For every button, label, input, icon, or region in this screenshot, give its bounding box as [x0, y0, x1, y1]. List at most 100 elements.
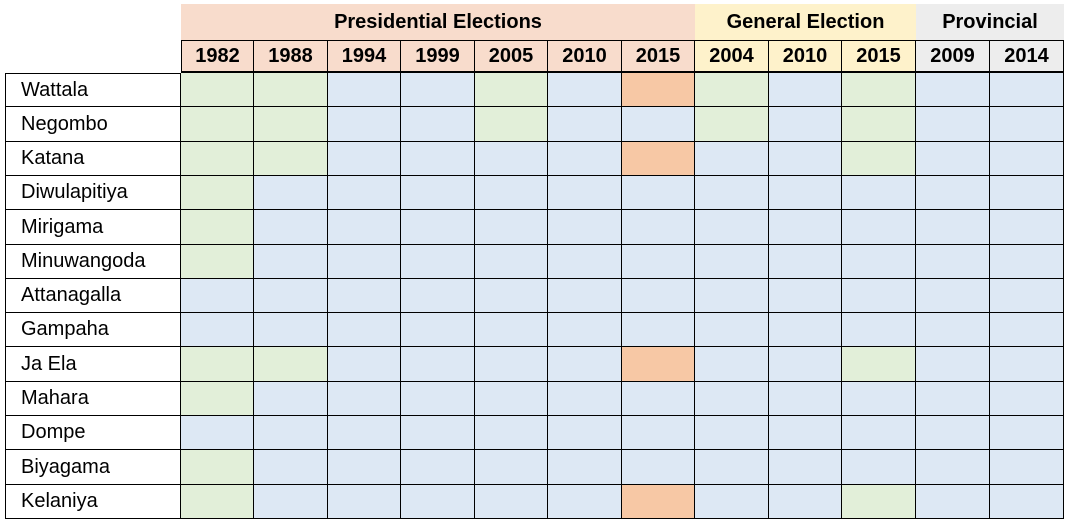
result-cell	[401, 176, 475, 210]
result-cell	[695, 245, 769, 279]
result-cell	[622, 245, 695, 279]
result-cell	[328, 210, 401, 245]
result-cell	[990, 416, 1064, 450]
result-cell	[401, 210, 475, 245]
row-label: Diwulapitiya	[5, 176, 181, 210]
row-label: Kelaniya	[5, 485, 181, 519]
result-cell	[548, 176, 622, 210]
row-label: Minuwangoda	[5, 245, 181, 279]
result-cell	[916, 279, 990, 313]
result-cell	[769, 107, 842, 142]
result-cell	[842, 416, 916, 450]
result-cell	[475, 416, 548, 450]
result-cell	[328, 142, 401, 176]
result-cell	[475, 347, 548, 382]
result-cell	[254, 176, 328, 210]
result-cell	[548, 279, 622, 313]
row-label: Mirigama	[5, 210, 181, 245]
result-cell	[842, 107, 916, 142]
result-cell	[254, 73, 328, 107]
result-cell	[401, 450, 475, 485]
result-cell	[401, 313, 475, 347]
result-cell	[548, 485, 622, 519]
result-cell	[548, 107, 622, 142]
year-header: 2015	[842, 40, 916, 73]
result-cell	[695, 347, 769, 382]
result-cell	[401, 73, 475, 107]
result-cell	[842, 142, 916, 176]
result-cell	[181, 450, 254, 485]
year-header: 2005	[475, 40, 548, 73]
result-cell	[622, 142, 695, 176]
result-cell	[769, 142, 842, 176]
result-cell	[548, 416, 622, 450]
result-cell	[401, 485, 475, 519]
year-header: 2010	[769, 40, 842, 73]
result-cell	[328, 450, 401, 485]
result-cell	[769, 485, 842, 519]
result-cell	[990, 313, 1064, 347]
result-cell	[769, 313, 842, 347]
result-cell	[695, 176, 769, 210]
result-cell	[475, 279, 548, 313]
result-cell	[475, 107, 548, 142]
result-cell	[916, 107, 990, 142]
result-cell	[548, 245, 622, 279]
result-cell	[622, 382, 695, 416]
result-cell	[842, 245, 916, 279]
result-cell	[769, 382, 842, 416]
result-cell	[990, 142, 1064, 176]
result-cell	[181, 313, 254, 347]
result-cell	[916, 313, 990, 347]
result-cell	[916, 485, 990, 519]
result-cell	[475, 73, 548, 107]
result-cell	[181, 245, 254, 279]
result-cell	[328, 73, 401, 107]
result-cell	[842, 176, 916, 210]
result-cell	[181, 279, 254, 313]
year-header: 2009	[916, 40, 990, 73]
row-label: Wattala	[5, 73, 181, 107]
year-header: 2014	[990, 40, 1064, 73]
result-cell	[548, 313, 622, 347]
result-cell	[842, 210, 916, 245]
group-header: Presidential Elections	[181, 4, 695, 40]
result-cell	[254, 416, 328, 450]
result-cell	[254, 107, 328, 142]
result-cell	[769, 347, 842, 382]
row-label: Gampaha	[5, 313, 181, 347]
result-cell	[990, 382, 1064, 416]
result-cell	[181, 416, 254, 450]
result-cell	[548, 347, 622, 382]
result-cell	[916, 245, 990, 279]
result-cell	[695, 450, 769, 485]
result-cell	[769, 450, 842, 485]
result-cell	[842, 382, 916, 416]
year-header: 1994	[328, 40, 401, 73]
result-cell	[254, 450, 328, 485]
result-cell	[842, 279, 916, 313]
result-cell	[769, 279, 842, 313]
result-cell	[475, 485, 548, 519]
result-cell	[401, 107, 475, 142]
result-cell	[401, 416, 475, 450]
result-cell	[328, 245, 401, 279]
result-cell	[181, 485, 254, 519]
result-cell	[990, 245, 1064, 279]
result-cell	[916, 382, 990, 416]
result-cell	[548, 382, 622, 416]
result-cell	[990, 73, 1064, 107]
year-header: 1982	[181, 40, 254, 73]
result-cell	[916, 142, 990, 176]
result-cell	[254, 485, 328, 519]
result-cell	[622, 176, 695, 210]
result-cell	[622, 313, 695, 347]
result-cell	[475, 142, 548, 176]
result-cell	[695, 279, 769, 313]
result-cell	[328, 313, 401, 347]
result-cell	[328, 382, 401, 416]
result-cell	[916, 450, 990, 485]
row-label: Dompe	[5, 416, 181, 450]
result-cell	[695, 210, 769, 245]
result-cell	[548, 73, 622, 107]
